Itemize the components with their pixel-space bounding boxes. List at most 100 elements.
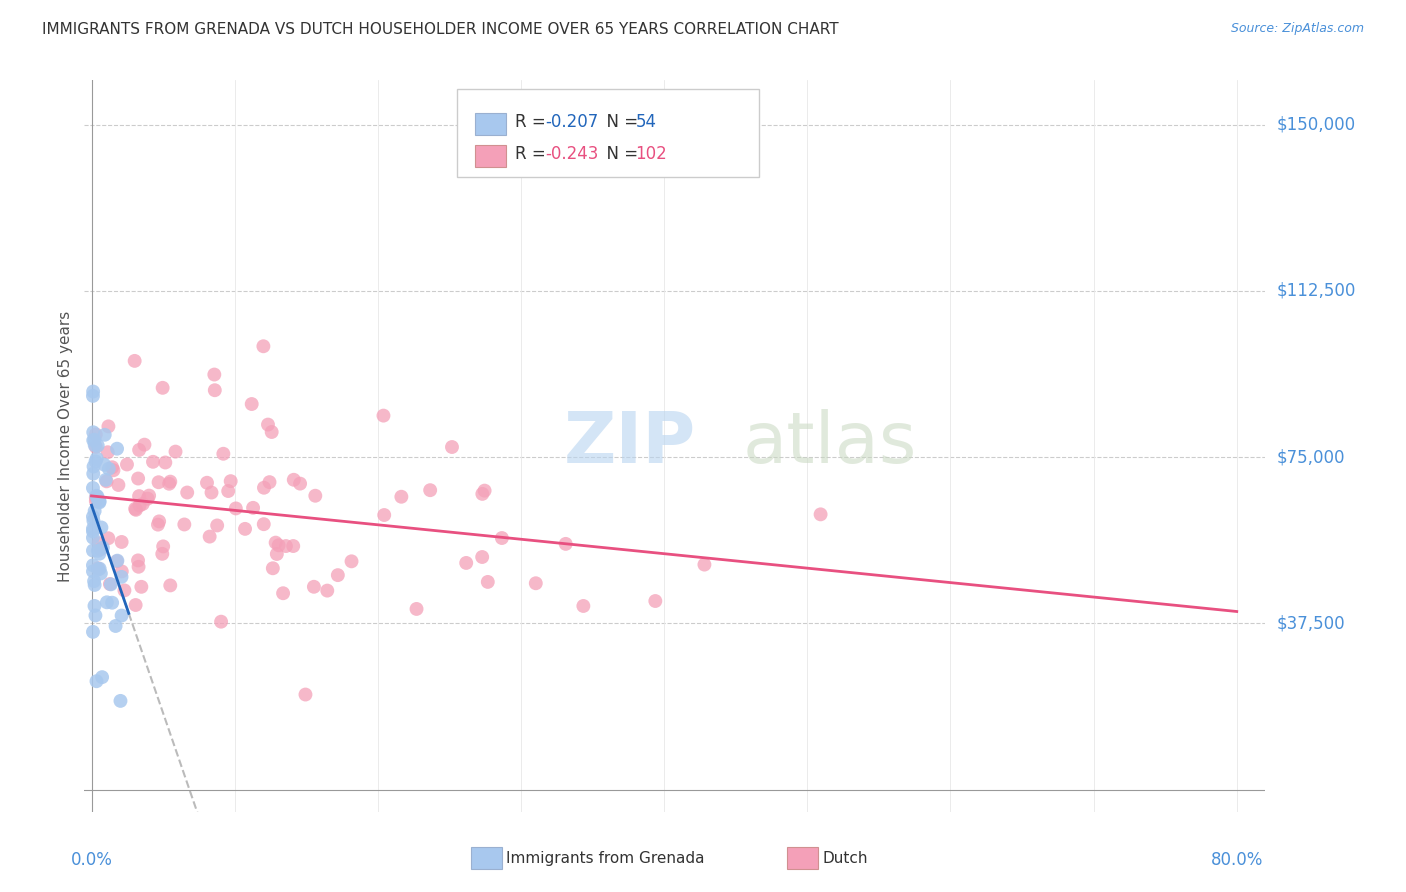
Point [148,475,170,490]
Point [84,491,107,505]
Text: -0.207: -0.207 [546,113,599,131]
Point [97,445,120,459]
Point [89,493,111,508]
Point [82,558,104,573]
Point [110,570,132,584]
Point [86,489,108,503]
Point [90,566,112,581]
Point [110,608,132,623]
Text: N =: N = [596,113,644,131]
Point [83,459,105,474]
Text: R =: R = [515,145,551,163]
Point [142,455,165,469]
Point [83,504,105,518]
Point [83,574,105,589]
Text: Source: ZipAtlas.com: Source: ZipAtlas.com [1230,22,1364,36]
Text: $112,500: $112,500 [1277,282,1355,300]
Point [283,473,305,487]
Point [316,583,339,598]
Point [82,389,104,403]
Point [107,478,129,492]
Point [389,490,412,504]
Point [267,538,290,552]
Point [83,433,105,447]
Point [105,554,128,568]
Point [86,674,108,689]
Point [101,460,124,475]
Point [202,368,225,382]
Point [115,458,138,472]
Point [474,483,496,498]
Point [491,531,513,545]
Point [159,578,181,592]
Point [274,539,297,553]
Point [155,455,177,469]
Point [242,500,264,515]
Point [644,594,666,608]
Text: 80.0%: 80.0% [1211,851,1263,869]
Point [82,384,104,399]
Point [84,494,107,508]
Point [554,537,576,551]
Point [157,476,180,491]
Point [209,615,232,629]
Point [233,522,256,536]
Text: Dutch: Dutch [823,851,868,865]
Point [87,536,110,550]
Point [82,509,104,524]
Point [97,531,120,545]
Point [89,562,111,576]
Point [83,438,105,452]
Point [253,517,276,532]
Point [148,515,170,529]
Point [165,444,187,458]
Point [83,578,105,592]
Point [96,475,118,489]
Point [159,475,181,489]
Point [125,503,148,517]
Point [111,535,134,549]
Point [128,442,150,457]
Point [204,383,226,397]
Point [91,670,114,684]
Point [471,487,494,501]
Point [266,547,288,561]
Point [240,397,263,411]
Text: ZIP: ZIP [564,409,696,478]
Point [693,558,716,572]
Point [195,475,218,490]
Point [87,492,110,507]
Point [82,531,104,545]
Point [477,574,499,589]
Point [134,437,156,451]
Point [200,485,222,500]
Point [97,461,120,475]
Point [96,595,118,609]
Point [110,694,132,708]
Point [456,556,478,570]
Point [225,501,247,516]
Text: 0.0%: 0.0% [70,851,112,869]
Point [283,539,305,553]
Point [82,514,104,528]
Text: R =: R = [515,113,551,131]
Point [87,561,110,575]
Point [84,440,107,454]
Point [84,454,107,468]
Point [259,475,281,490]
Point [138,489,160,503]
Point [572,599,595,613]
Point [101,596,124,610]
Point [260,425,283,439]
Point [100,577,122,591]
Text: 54: 54 [636,113,657,131]
Text: 102: 102 [636,145,668,163]
Point [173,517,195,532]
Point [84,427,107,442]
Point [127,471,149,485]
Point [93,427,115,442]
Point [82,425,104,440]
Point [105,554,128,568]
Point [103,463,125,477]
Y-axis label: Householder Income Over 65 years: Householder Income Over 65 years [58,310,73,582]
